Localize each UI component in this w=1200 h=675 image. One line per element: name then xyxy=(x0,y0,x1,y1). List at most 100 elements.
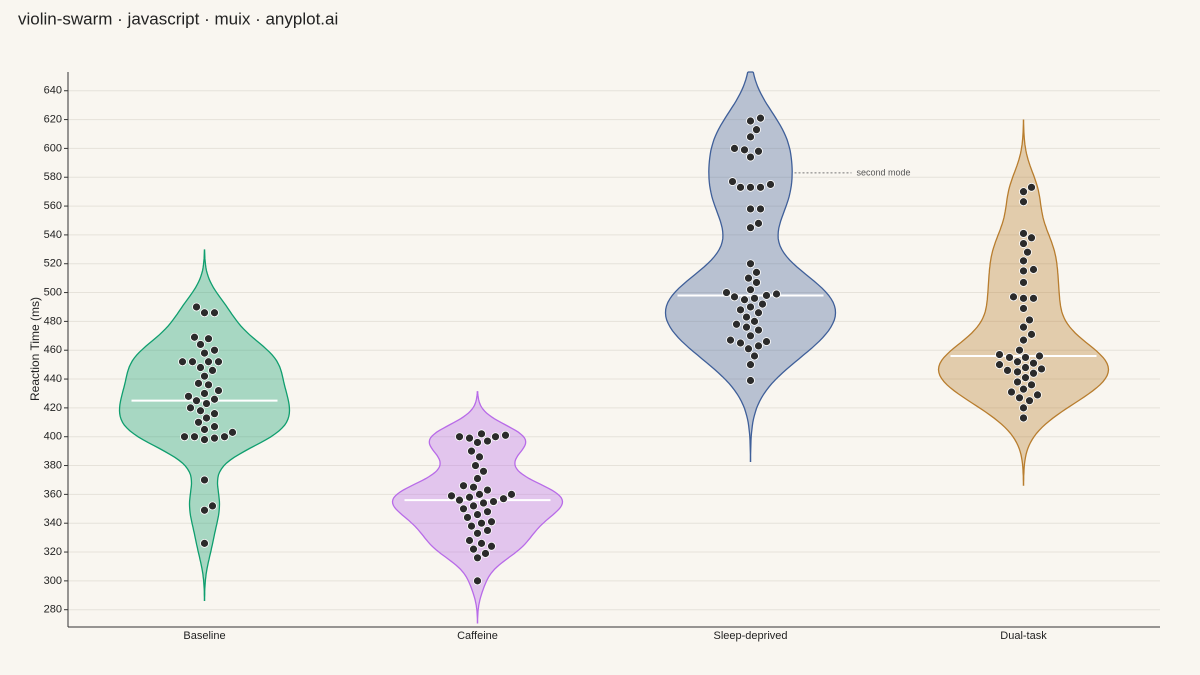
data-point xyxy=(1003,366,1012,375)
data-point xyxy=(1019,256,1028,266)
data-point xyxy=(1021,363,1030,372)
y-tick-label: 340 xyxy=(44,517,62,529)
data-point xyxy=(220,432,229,442)
y-tick-label: 580 xyxy=(44,171,62,183)
data-point xyxy=(1015,345,1024,355)
data-point xyxy=(750,351,759,361)
data-point xyxy=(473,576,482,586)
y-tick-label: 540 xyxy=(44,229,62,241)
y-tick-label: 460 xyxy=(44,344,62,356)
data-point xyxy=(995,360,1004,370)
y-tick-label: 360 xyxy=(44,488,62,500)
data-point xyxy=(473,553,482,563)
data-point xyxy=(746,204,755,214)
data-point xyxy=(465,536,474,545)
data-point xyxy=(1025,315,1034,325)
data-point xyxy=(186,403,195,413)
data-point xyxy=(746,182,755,192)
data-point xyxy=(1015,393,1024,403)
data-point xyxy=(1019,239,1028,248)
data-point xyxy=(196,363,205,372)
data-point xyxy=(188,357,197,367)
data-point xyxy=(459,504,468,514)
data-point xyxy=(483,436,492,446)
data-point xyxy=(190,432,199,442)
data-point xyxy=(750,316,759,326)
data-point xyxy=(1021,353,1030,362)
data-point xyxy=(200,538,209,548)
y-tick-label: 600 xyxy=(44,142,62,154)
y-tick-label: 280 xyxy=(44,604,62,616)
data-point xyxy=(1019,187,1028,197)
data-point xyxy=(726,335,735,345)
data-point xyxy=(730,144,739,153)
data-point xyxy=(499,494,508,504)
x-tick-label: Dual-task xyxy=(1000,630,1047,642)
data-point xyxy=(469,501,478,511)
data-point xyxy=(210,433,219,443)
data-point xyxy=(483,485,492,495)
data-point xyxy=(204,334,213,344)
data-point xyxy=(758,299,767,309)
data-point xyxy=(447,491,456,501)
y-tick-label: 420 xyxy=(44,402,62,414)
x-tick-label: Caffeine xyxy=(457,630,498,642)
data-point xyxy=(184,391,193,401)
data-point xyxy=(1019,384,1028,394)
data-point xyxy=(1027,380,1036,390)
data-point xyxy=(995,350,1004,359)
data-point xyxy=(728,177,737,186)
data-point xyxy=(1013,377,1022,387)
data-point xyxy=(190,332,199,342)
data-point xyxy=(487,541,496,551)
data-point xyxy=(483,526,492,535)
data-point xyxy=(180,432,189,442)
data-point xyxy=(754,341,763,351)
data-point xyxy=(1027,329,1036,339)
data-point xyxy=(200,425,209,434)
data-point xyxy=(746,132,755,142)
data-point xyxy=(200,435,209,444)
data-point xyxy=(754,218,763,228)
data-point xyxy=(178,357,187,367)
data-point xyxy=(1007,387,1016,397)
data-point xyxy=(1019,304,1028,313)
data-point xyxy=(465,433,474,443)
data-point xyxy=(1027,182,1036,192)
data-point xyxy=(204,380,213,390)
data-point xyxy=(479,498,488,508)
y-tick-label: 620 xyxy=(44,113,62,125)
data-point xyxy=(1013,357,1022,367)
data-point xyxy=(477,538,486,548)
data-point xyxy=(1019,293,1028,303)
data-point xyxy=(507,489,516,499)
data-point xyxy=(471,461,480,470)
data-point xyxy=(210,345,219,355)
annotation: second mode xyxy=(857,167,911,177)
data-point xyxy=(210,422,219,432)
data-point xyxy=(208,366,217,375)
y-tick-label: 480 xyxy=(44,315,62,327)
data-point xyxy=(746,376,755,385)
x-tick-label: Sleep-deprived xyxy=(714,630,788,642)
data-point xyxy=(194,417,203,427)
data-point xyxy=(473,510,482,519)
data-point xyxy=(479,466,488,476)
data-point xyxy=(1029,358,1038,368)
data-point xyxy=(475,489,484,499)
data-point xyxy=(746,223,755,233)
data-point xyxy=(196,406,205,416)
data-point xyxy=(746,116,755,126)
data-point xyxy=(228,427,237,437)
y-axis-label: Reaction Time (ms) xyxy=(28,297,42,401)
data-point xyxy=(736,338,745,348)
data-point xyxy=(455,432,464,442)
data-point xyxy=(467,521,476,531)
data-point xyxy=(1019,266,1028,276)
data-point xyxy=(200,475,209,485)
y-tick-label: 560 xyxy=(44,200,62,212)
data-point xyxy=(463,513,472,522)
data-point xyxy=(465,492,474,502)
